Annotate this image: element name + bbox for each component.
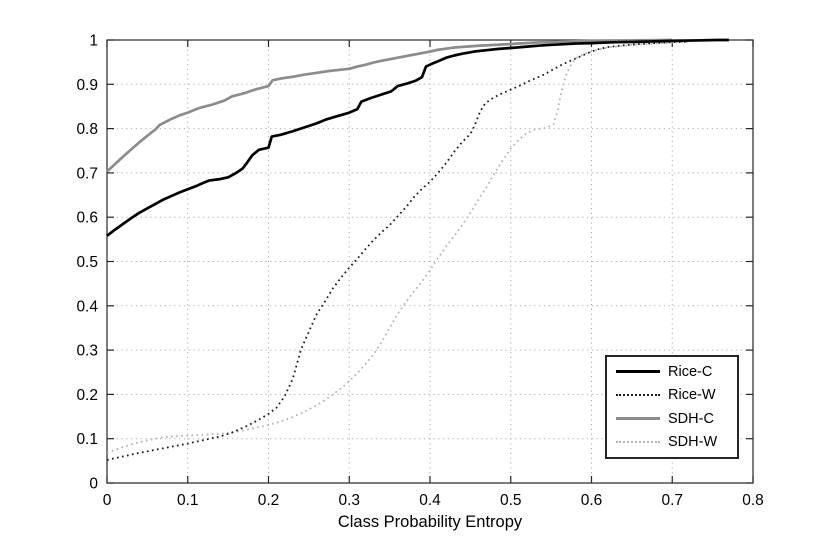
svg-text:0.1: 0.1 <box>76 431 98 448</box>
legend-item-rice-c: Rice-C <box>616 360 731 384</box>
legend: Rice-C Rice-W SDH-C SDH-W <box>605 355 739 459</box>
legend-label: SDH-W <box>668 434 718 450</box>
legend-item-sdh-c: SDH-C <box>616 407 731 431</box>
svg-text:0.2: 0.2 <box>76 387 98 404</box>
series-line-rice-c <box>106 38 729 237</box>
legend-line-sample-solid <box>616 417 660 421</box>
series-line-rice-w <box>106 40 689 461</box>
svg-text:0.4: 0.4 <box>76 298 98 315</box>
legend-label: Rice-W <box>668 387 716 403</box>
legend-line-sample-solid <box>616 370 660 374</box>
legend-item-sdh-w: SDH-W <box>616 431 731 455</box>
axis-ticks <box>106 39 754 484</box>
svg-text:0.9: 0.9 <box>76 77 98 94</box>
svg-text:0.7: 0.7 <box>76 165 98 182</box>
legend-label: Rice-C <box>668 363 713 380</box>
y-tick-labels: 0 0.1 0.2 0.3 0.4 0.5 0.6 0.7 0.8 0.9 1 <box>76 33 98 493</box>
legend-item-rice-w: Rice-W <box>616 384 731 408</box>
svg-text:0.8: 0.8 <box>742 492 764 509</box>
svg-text:0.6: 0.6 <box>76 210 98 227</box>
svg-text:0: 0 <box>103 492 112 509</box>
series-line-sdh-w <box>106 40 689 454</box>
svg-text:0.7: 0.7 <box>661 492 683 509</box>
svg-text:0.5: 0.5 <box>76 254 98 271</box>
svg-text:0.4: 0.4 <box>419 492 441 509</box>
legend-line-sample-dotted <box>616 394 660 397</box>
svg-text:0.3: 0.3 <box>76 343 98 360</box>
svg-text:0.8: 0.8 <box>76 121 98 138</box>
legend-label: SDH-C <box>668 410 714 427</box>
svg-text:0.6: 0.6 <box>581 492 603 509</box>
x-tick-labels: 0 0.1 0.2 0.3 0.4 0.5 0.6 0.7 0.8 <box>103 492 764 509</box>
series-line-sdh-c <box>106 38 673 173</box>
svg-text:0.2: 0.2 <box>258 492 280 509</box>
data-series <box>106 38 729 461</box>
svg-text:0: 0 <box>89 476 98 493</box>
legend-line-sample-dotted <box>616 441 660 444</box>
svg-text:0.1: 0.1 <box>177 492 199 509</box>
svg-text:0.3: 0.3 <box>338 492 360 509</box>
x-axis-label: Class Probability Entropy <box>338 513 523 531</box>
svg-text:1: 1 <box>89 33 98 50</box>
svg-text:0.5: 0.5 <box>500 492 522 509</box>
